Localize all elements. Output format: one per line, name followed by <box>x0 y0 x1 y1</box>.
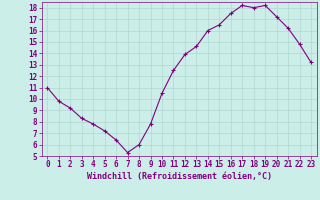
X-axis label: Windchill (Refroidissement éolien,°C): Windchill (Refroidissement éolien,°C) <box>87 172 272 181</box>
